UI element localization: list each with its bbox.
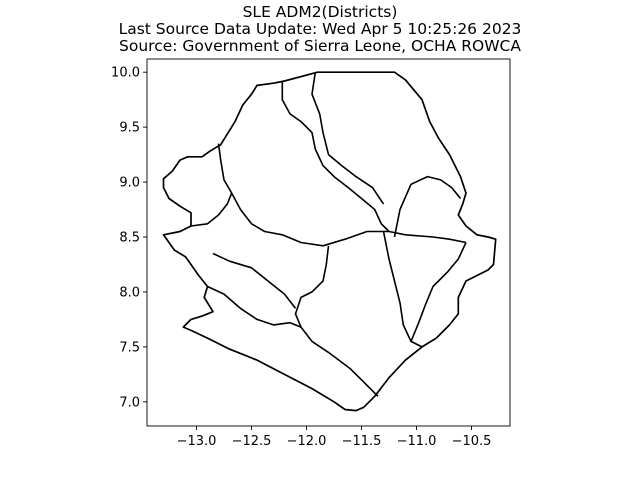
district-boundary — [190, 192, 233, 227]
x-tick-label: −12.0 — [287, 434, 327, 449]
x-tick-label: −11.0 — [397, 434, 437, 449]
district-boundary — [212, 252, 297, 309]
y-tick-label: 8.5 — [119, 231, 140, 246]
map-title: SLE ADM2(Districts) — [242, 3, 398, 21]
map-source-line: Source: Government of Sierra Leone, OCHA… — [119, 37, 521, 55]
y-tick-label: 9.0 — [119, 176, 140, 191]
country-outline — [162, 71, 497, 412]
x-tick-label: −13.0 — [177, 434, 217, 449]
district-boundary — [393, 175, 462, 238]
district-map — [162, 71, 497, 412]
y-axis: 7.0 7.5 8.0 8.5 9.0 9.5 10.0 — [111, 66, 147, 410]
district-boundary — [217, 143, 467, 247]
district-boundary — [207, 285, 302, 328]
y-tick-label: 10.0 — [111, 66, 140, 81]
axes-frame — [146, 58, 511, 427]
y-tick-label: 8.0 — [119, 285, 140, 300]
x-tick-label: −11.5 — [342, 434, 382, 449]
district-boundary — [311, 72, 385, 205]
y-tick-label: 7.0 — [119, 395, 140, 410]
y-tick-label: 7.5 — [119, 340, 140, 355]
x-tick-label: −12.5 — [232, 434, 272, 449]
x-tick-label: −10.5 — [452, 434, 492, 449]
district-boundary — [281, 81, 390, 233]
x-axis: −13.0 −12.5 −12.0 −11.5 −11.0 −10.5 — [177, 426, 492, 449]
map-update-line: Last Source Data Update: Wed Apr 5 10:25… — [118, 20, 522, 38]
district-boundary — [294, 245, 379, 397]
district-boundary — [410, 242, 467, 342]
y-tick-label: 9.5 — [119, 121, 140, 136]
